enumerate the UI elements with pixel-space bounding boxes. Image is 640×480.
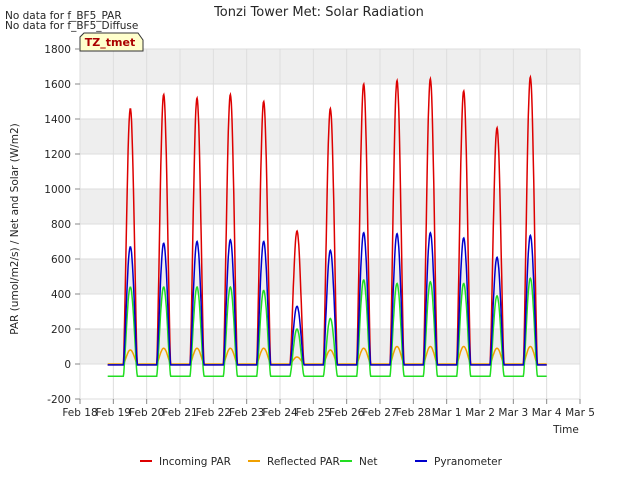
- series-line-net: [107, 277, 547, 378]
- y-tick-label: 1400: [44, 114, 71, 126]
- y-tick-label: -200: [47, 394, 71, 406]
- x-tick-label: Mar 3: [498, 407, 528, 419]
- y-tick-label: 200: [51, 324, 71, 336]
- no-data-note-diffuse: No data for f_BF5_Diffuse: [5, 20, 138, 32]
- x-tick-label: Feb 22: [196, 407, 231, 419]
- x-tick-label: Feb 18: [62, 407, 97, 419]
- x-tick-label: Mar 1: [432, 407, 462, 419]
- x-tick-label: Feb 27: [362, 407, 397, 419]
- chart-title: Tonzi Tower Met: Solar Radiation: [213, 5, 424, 20]
- no-data-note-par: No data for f_BF5_PAR: [5, 10, 122, 22]
- x-tick-label: Mar 5: [565, 407, 595, 419]
- site-badge-label: TZ_tmet: [85, 36, 135, 49]
- y-tick-label: 800: [51, 219, 71, 231]
- x-tick-label: Feb 28: [396, 407, 431, 419]
- x-tick-label: Feb 25: [296, 407, 331, 419]
- x-tick-label: Feb 23: [229, 407, 264, 419]
- series-line-refl: [107, 345, 547, 365]
- x-axis-label: Time: [552, 424, 579, 436]
- y-tick-label: 1600: [44, 79, 71, 91]
- plot-band: [80, 119, 580, 154]
- plot-band: [80, 329, 580, 364]
- y-tick-label: 600: [51, 254, 71, 266]
- legend-label-net: Net: [359, 456, 377, 468]
- y-tick-label: 400: [51, 289, 71, 301]
- x-tick-label: Feb 21: [162, 407, 197, 419]
- site-badge: TZ_tmet: [79, 32, 144, 52]
- legend: Incoming PAR Reflected PAR Net Pyranometer: [140, 456, 503, 468]
- series-line-pyr: [107, 231, 547, 366]
- legend-label-refl: Reflected PAR: [267, 456, 340, 468]
- legend-label-pyr: Pyranometer: [434, 456, 503, 468]
- x-tick-label: Mar 4: [532, 407, 562, 419]
- series-lines: [107, 74, 547, 378]
- y-tick-label: 0: [64, 359, 71, 371]
- y-tick-label: 1000: [44, 184, 71, 196]
- y-tick-label: 1800: [44, 44, 71, 56]
- x-tick-label: Feb 24: [262, 407, 298, 419]
- legend-label-par: Incoming PAR: [159, 456, 231, 468]
- x-tick-label: Feb 26: [329, 407, 365, 419]
- plot-band: [80, 189, 580, 224]
- x-tick-label: Feb 19: [96, 407, 131, 419]
- plot-band: [80, 259, 580, 294]
- x-tick-label: Mar 2: [465, 407, 495, 419]
- y-tick-label: 1200: [44, 149, 71, 161]
- x-tick-label: Feb 20: [129, 407, 164, 419]
- plot-area: [79, 48, 581, 400]
- y-ticks: -200 0 200 400 600 800 1000 1200 1400 1600 1800: [44, 44, 80, 406]
- y-axis-label: PAR (umol/m2/s) / Net and Solar (W/m2): [9, 123, 21, 335]
- plot-band: [80, 49, 580, 84]
